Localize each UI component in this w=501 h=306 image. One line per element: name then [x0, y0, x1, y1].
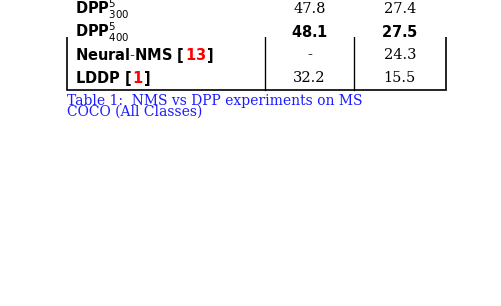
Text: $\mathbf{Neural}$-$\mathbf{NMS\ [}$: $\mathbf{Neural}$-$\mathbf{NMS\ [}$ — [75, 46, 184, 65]
Bar — [67, 0, 445, 90]
Text: $\mathbf{48.1}$: $\mathbf{48.1}$ — [291, 24, 328, 40]
Text: $\mathbf{DPP}^{5}_{300}$: $\mathbf{DPP}^{5}_{300}$ — [75, 0, 129, 21]
Text: $\mathbf{DPP}^{5}_{400}$: $\mathbf{DPP}^{5}_{400}$ — [75, 21, 129, 44]
Text: 47.8: 47.8 — [293, 2, 325, 16]
Text: $\mathbf{27.5}$: $\mathbf{27.5}$ — [381, 24, 418, 40]
Text: $\mathbf{]}$: $\mathbf{]}$ — [143, 69, 150, 88]
Text: $\mathbf{13}$: $\mathbf{13}$ — [184, 47, 205, 63]
Text: $\mathbf{LDDP\ [}$: $\mathbf{LDDP\ [}$ — [75, 69, 132, 88]
Text: $\mathbf{]}$: $\mathbf{]}$ — [205, 46, 212, 65]
Text: Table 1:  NMS vs DPP experiments on MS: Table 1: NMS vs DPP experiments on MS — [67, 94, 362, 108]
Text: 15.5: 15.5 — [383, 71, 415, 85]
Text: $\mathbf{1}$: $\mathbf{1}$ — [132, 70, 143, 86]
Text: -: - — [307, 48, 312, 62]
Text: 32.2: 32.2 — [293, 71, 325, 85]
Text: 27.4: 27.4 — [383, 2, 415, 16]
Text: COCO (All Classes): COCO (All Classes) — [67, 104, 202, 118]
Text: 24.3: 24.3 — [383, 48, 415, 62]
